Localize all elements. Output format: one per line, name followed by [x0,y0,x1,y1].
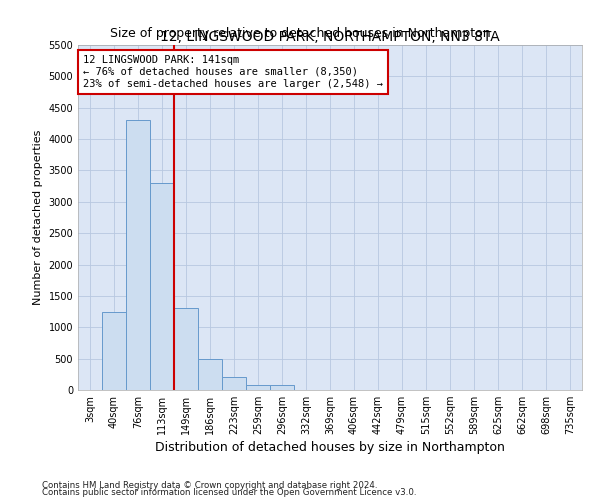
Text: Contains HM Land Registry data © Crown copyright and database right 2024.: Contains HM Land Registry data © Crown c… [42,480,377,490]
Bar [222,378,246,390]
Y-axis label: Number of detached properties: Number of detached properties [33,130,43,305]
Text: 12 LINGSWOOD PARK: 141sqm
← 76% of detached houses are smaller (8,350)
23% of se: 12 LINGSWOOD PARK: 141sqm ← 76% of detac… [83,56,383,88]
Text: Size of property relative to detached houses in Northampton: Size of property relative to detached ho… [110,28,490,40]
Bar [198,358,222,390]
Bar [150,183,174,390]
Bar [246,386,270,390]
X-axis label: Distribution of detached houses by size in Northampton: Distribution of detached houses by size … [155,442,505,454]
Bar [126,120,150,390]
Bar [174,308,198,390]
Bar [270,386,294,390]
Title: 12, LINGSWOOD PARK, NORTHAMPTON, NN3 8TA: 12, LINGSWOOD PARK, NORTHAMPTON, NN3 8TA [160,30,500,44]
Bar [102,312,126,390]
Text: Contains public sector information licensed under the Open Government Licence v3: Contains public sector information licen… [42,488,416,497]
